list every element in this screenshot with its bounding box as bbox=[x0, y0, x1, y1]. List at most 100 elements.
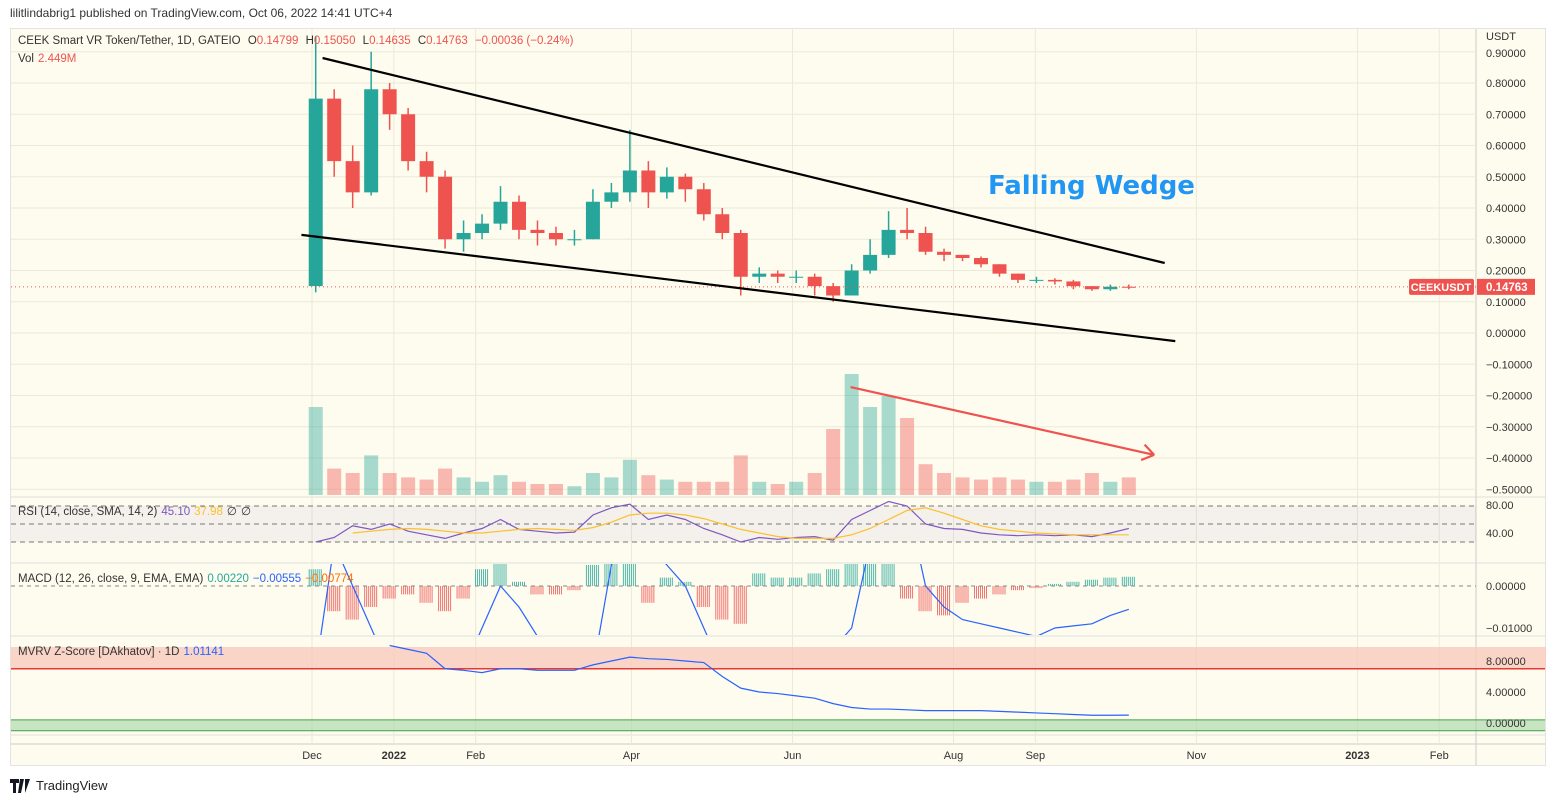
last-price-badge[interactable]: CEEKUSDT 0.14763 bbox=[1409, 278, 1535, 295]
macd-histogram-bar bbox=[540, 586, 542, 595]
macd-histogram-bar bbox=[429, 586, 431, 603]
macd-histogram-bar bbox=[883, 564, 885, 586]
candle-body bbox=[364, 89, 379, 193]
candle-body bbox=[918, 233, 933, 252]
candle-body bbox=[622, 170, 637, 193]
macd-histogram-bar bbox=[597, 565, 599, 586]
mvrv-legend: MVRV Z-Score [DAkhatov] · 1D 1.01141 bbox=[18, 646, 228, 658]
macd-histogram-bar bbox=[873, 564, 875, 586]
macd-histogram-bar bbox=[708, 586, 710, 607]
mvrv-line bbox=[389, 644, 1129, 716]
macd-histogram-bar bbox=[889, 564, 891, 586]
mvrv-tick-label: 4.00000 bbox=[1486, 687, 1526, 699]
macd-histogram-bar bbox=[1084, 579, 1086, 586]
volume-bar bbox=[327, 468, 342, 495]
volume-bar bbox=[770, 484, 785, 495]
low-value: L0.14635 bbox=[363, 35, 411, 47]
price-tick-label: 0.00000 bbox=[1486, 328, 1526, 340]
macd-histogram-bar bbox=[1016, 586, 1018, 591]
falling-wedge-label[interactable]: Falling Wedge bbox=[988, 171, 1195, 201]
candle-body bbox=[604, 192, 619, 202]
macd-histogram-bar bbox=[554, 586, 556, 595]
macd-histogram-bar bbox=[339, 586, 341, 612]
mvrv-upper-zone bbox=[11, 647, 1546, 669]
macd-histogram-bar bbox=[458, 586, 460, 599]
macd-histogram-bar bbox=[945, 586, 947, 616]
macd-histogram-bar bbox=[327, 586, 329, 612]
candle-body bbox=[789, 276, 804, 278]
macd-histogram-bar bbox=[667, 577, 669, 586]
brand-name: TradingView bbox=[36, 778, 108, 793]
volume-bar bbox=[1103, 481, 1118, 495]
macd-histogram-bar bbox=[941, 586, 943, 616]
candle-body bbox=[641, 170, 656, 193]
macd-histogram-bar bbox=[1092, 579, 1094, 586]
candle-body bbox=[752, 273, 767, 277]
macd-histogram-bar bbox=[335, 586, 337, 612]
macd-histogram-bar bbox=[585, 565, 587, 586]
macd-histogram-bar bbox=[320, 569, 322, 586]
macd-histogram-bar bbox=[926, 586, 928, 612]
macd-histogram-bar bbox=[610, 564, 612, 586]
macd-histogram-bar bbox=[1035, 586, 1037, 589]
macd-histogram-bar bbox=[351, 586, 353, 620]
macd-histogram-bar bbox=[384, 586, 386, 599]
macd-histogram-bar bbox=[758, 573, 760, 586]
macd-histogram-bar bbox=[721, 586, 723, 620]
volume-bar bbox=[382, 473, 397, 495]
candle-body bbox=[512, 201, 526, 230]
macd-histogram-bar bbox=[706, 586, 708, 607]
volume-bar bbox=[308, 407, 323, 495]
macd-histogram-bar bbox=[659, 577, 661, 586]
macd-histogram-bar bbox=[310, 569, 312, 586]
macd-histogram-bar bbox=[530, 586, 532, 595]
candle-body bbox=[678, 176, 693, 190]
macd-histogram-bar bbox=[386, 586, 388, 599]
tradingview-logo[interactable]: TradingView bbox=[10, 778, 108, 793]
candle-body bbox=[715, 214, 730, 233]
rsi-value-4: ∅ bbox=[240, 506, 251, 518]
time-tick-label: Sep bbox=[1026, 750, 1046, 762]
macd-histogram-bar bbox=[534, 586, 536, 595]
macd-histogram-bar bbox=[922, 586, 924, 612]
macd-histogram-bar bbox=[468, 586, 470, 599]
macd-histogram-bar bbox=[1066, 581, 1068, 586]
macd-histogram-bar bbox=[560, 586, 562, 595]
macd-histogram-bar bbox=[832, 569, 834, 586]
volume-bar bbox=[345, 473, 360, 495]
macd-histogram-bar bbox=[937, 586, 939, 616]
macd-histogram-bar bbox=[1055, 583, 1057, 586]
macd-histogram-bar bbox=[318, 569, 320, 586]
macd-histogram-bar bbox=[797, 577, 799, 586]
macd-histogram-bar bbox=[485, 569, 487, 586]
macd-histogram-bar bbox=[850, 564, 852, 586]
macd-histogram-bar bbox=[819, 573, 821, 586]
macd-histogram-bar bbox=[1096, 579, 1098, 586]
open-value: O0.14799 bbox=[248, 35, 299, 47]
macd-histogram-bar bbox=[1121, 576, 1123, 586]
macd-histogram-bar bbox=[1113, 577, 1115, 586]
volume-bar bbox=[863, 407, 878, 495]
volume-bar bbox=[733, 455, 748, 495]
macd-histogram-bar bbox=[460, 586, 462, 599]
open-label: O bbox=[247, 35, 257, 47]
chart-frame[interactable] bbox=[10, 28, 1546, 766]
macd-histogram-bar bbox=[616, 564, 618, 586]
macd-histogram-bar bbox=[1047, 583, 1049, 586]
macd-histogram-bar bbox=[885, 564, 887, 586]
candle-body bbox=[585, 201, 600, 240]
volume-bar bbox=[826, 429, 841, 495]
macd-histogram-bar bbox=[538, 586, 540, 595]
macd-histogram-bar bbox=[1129, 576, 1131, 586]
macd-histogram-bar bbox=[735, 586, 737, 624]
macd-histogram-bar bbox=[996, 586, 998, 595]
high-number: 0.15050 bbox=[313, 35, 356, 47]
macd-histogram-bar bbox=[918, 586, 920, 612]
macd-histogram-bar bbox=[928, 586, 930, 612]
macd-histogram-bar bbox=[579, 586, 581, 591]
macd-histogram-bar bbox=[448, 586, 450, 612]
price-tick-label: 0.70000 bbox=[1486, 109, 1526, 121]
arrow-head bbox=[1143, 443, 1155, 456]
macd-histogram-bar bbox=[961, 586, 963, 603]
